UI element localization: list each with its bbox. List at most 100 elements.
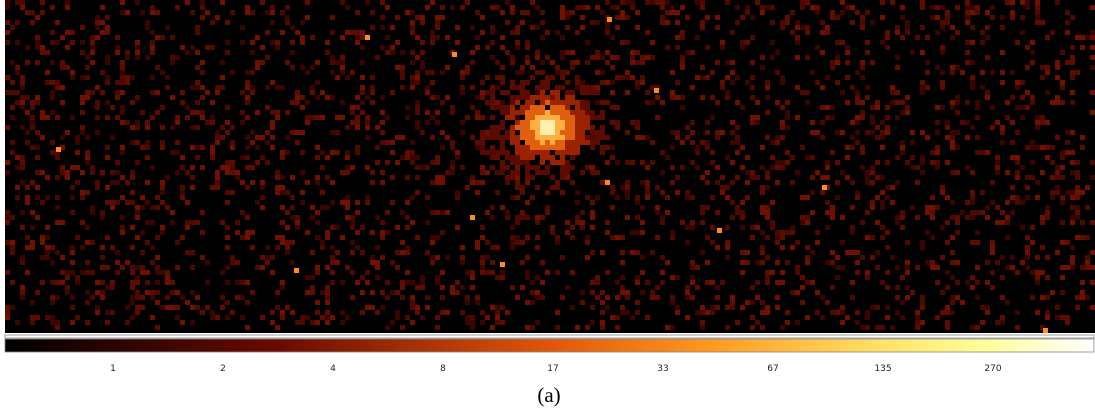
pixel bbox=[1020, 200, 1025, 205]
pixel bbox=[440, 15, 445, 20]
pixel bbox=[85, 65, 90, 70]
pixel bbox=[715, 135, 720, 140]
pixel bbox=[395, 265, 400, 270]
pixel bbox=[45, 50, 50, 55]
pixel bbox=[515, 295, 520, 300]
pixel bbox=[840, 170, 845, 175]
pixel bbox=[240, 235, 245, 240]
pixel bbox=[760, 245, 765, 250]
pixel bbox=[1065, 265, 1070, 270]
pixel bbox=[1090, 280, 1095, 285]
pixel bbox=[350, 105, 355, 110]
pixel bbox=[640, 205, 645, 210]
pixel bbox=[745, 40, 750, 45]
pixel bbox=[225, 190, 230, 195]
pixel bbox=[105, 15, 110, 20]
pixel bbox=[185, 170, 190, 175]
pixel bbox=[860, 150, 865, 155]
pixel bbox=[305, 290, 310, 295]
pixel bbox=[380, 230, 385, 235]
pixel bbox=[175, 115, 180, 120]
pixel bbox=[520, 155, 525, 160]
pixel bbox=[1015, 40, 1020, 45]
pixel bbox=[1075, 195, 1080, 200]
pixel bbox=[845, 145, 850, 150]
pixel bbox=[170, 125, 175, 130]
pixel bbox=[970, 195, 975, 200]
pixel bbox=[110, 135, 115, 140]
pixel bbox=[970, 85, 975, 90]
pixel bbox=[45, 80, 50, 85]
pixel bbox=[135, 205, 140, 210]
pixel bbox=[755, 175, 760, 180]
pixel bbox=[565, 125, 570, 130]
pixel bbox=[585, 5, 590, 10]
pixel bbox=[645, 135, 650, 140]
pixel bbox=[85, 160, 90, 165]
pixel bbox=[770, 55, 775, 60]
pixel bbox=[415, 235, 420, 240]
pixel bbox=[745, 170, 750, 175]
pixel bbox=[835, 255, 840, 260]
pixel bbox=[975, 10, 980, 15]
pixel bbox=[270, 10, 275, 15]
pixel bbox=[625, 160, 630, 165]
pixel bbox=[125, 320, 130, 325]
pixel bbox=[200, 5, 205, 10]
pixel bbox=[675, 305, 680, 310]
pixel bbox=[15, 155, 20, 160]
pixel bbox=[565, 285, 570, 290]
pixel bbox=[825, 210, 830, 215]
pixel bbox=[525, 275, 530, 280]
pixel bbox=[690, 50, 695, 55]
pixel bbox=[520, 150, 525, 155]
pixel bbox=[350, 225, 355, 230]
pixel bbox=[620, 185, 625, 190]
pixel bbox=[405, 280, 410, 285]
pixel bbox=[250, 130, 255, 135]
pixel bbox=[780, 75, 785, 80]
pixel bbox=[360, 310, 365, 315]
pixel bbox=[540, 140, 545, 145]
pixel bbox=[445, 95, 450, 100]
pixel bbox=[210, 45, 215, 50]
pixel bbox=[535, 25, 540, 30]
pixel bbox=[570, 65, 575, 70]
pixel bbox=[290, 65, 295, 70]
pixel bbox=[775, 160, 780, 165]
pixel bbox=[595, 70, 600, 75]
pixel bbox=[865, 325, 870, 330]
pixel bbox=[580, 115, 585, 120]
pixel bbox=[860, 100, 865, 105]
pixel bbox=[405, 215, 410, 220]
pixel bbox=[865, 210, 870, 215]
pixel bbox=[595, 100, 600, 105]
pixel bbox=[745, 180, 750, 185]
pixel bbox=[850, 280, 855, 285]
pixel bbox=[935, 150, 940, 155]
pixel bbox=[1070, 60, 1075, 65]
pixel bbox=[480, 90, 485, 95]
pixel bbox=[950, 70, 955, 75]
pixel bbox=[1035, 255, 1040, 260]
pixel bbox=[885, 245, 890, 250]
pixel bbox=[940, 85, 945, 90]
pixel bbox=[5, 305, 10, 310]
pixel bbox=[375, 215, 380, 220]
pixel bbox=[345, 30, 350, 35]
pixel bbox=[740, 260, 745, 265]
pixel bbox=[260, 135, 265, 140]
pixel bbox=[860, 115, 865, 120]
pixel bbox=[560, 145, 565, 150]
pixel bbox=[920, 300, 925, 305]
pixel bbox=[400, 70, 405, 75]
pixel bbox=[905, 265, 910, 270]
pixel bbox=[510, 130, 515, 135]
pixel bbox=[565, 120, 570, 125]
pixel bbox=[1000, 70, 1005, 75]
pixel bbox=[915, 315, 920, 320]
pixel bbox=[1045, 120, 1050, 125]
pixel bbox=[245, 215, 250, 220]
pixel bbox=[750, 315, 755, 320]
pixel bbox=[1035, 270, 1040, 275]
